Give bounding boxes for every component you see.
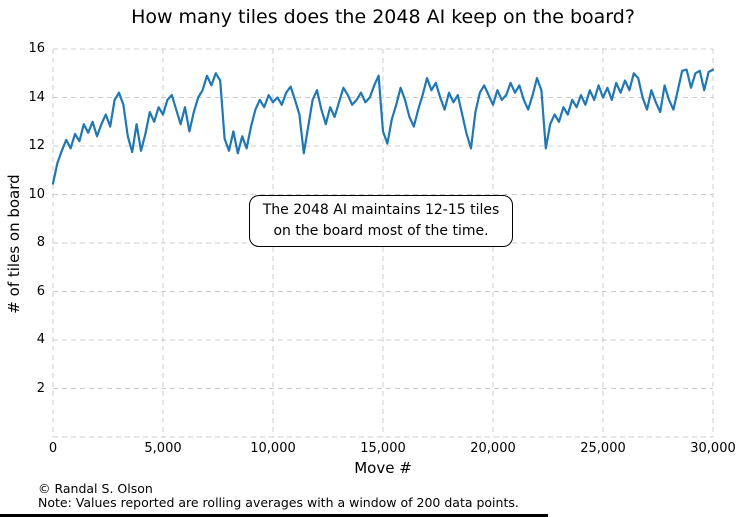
y-tick-label: 10 xyxy=(28,186,45,202)
x-axis-label: Move # xyxy=(354,459,412,477)
tiles-on-board-rolling-average-line xyxy=(51,68,715,185)
annotation-line-2: on the board most of the time. xyxy=(273,223,489,239)
note-text: Note: Values reported are rolling averag… xyxy=(38,495,519,510)
x-tick-label: 0 xyxy=(48,441,58,456)
y-tick-label: 4 xyxy=(36,332,45,347)
x-tick-label: 15,000 xyxy=(360,441,406,456)
x-tick-label: 20,000 xyxy=(470,441,516,456)
annotation-line-1: The 2048 AI maintains 12-15 tiles xyxy=(262,202,500,218)
credit-text: © Randal S. Olson xyxy=(38,481,153,496)
y-tick-label: 8 xyxy=(36,235,45,250)
x-tick-label: 5,000 xyxy=(144,441,182,456)
bottom-edge-bar xyxy=(0,514,548,517)
x-tick-label: 30,000 xyxy=(690,441,736,456)
y-tick-label: 2 xyxy=(36,380,45,396)
y-tick-label: 6 xyxy=(36,283,45,299)
chart-title: How many tiles does the 2048 AI keep on … xyxy=(131,6,635,28)
y-tick-label: 14 xyxy=(28,89,45,105)
x-tick-label: 10,000 xyxy=(250,441,296,456)
x-tick-label: 25,000 xyxy=(580,441,626,456)
y-tick-label: 16 xyxy=(28,41,45,56)
y-tick-label: 12 xyxy=(28,138,45,153)
annotation-box: The 2048 AI maintains 12-15 tiles on the… xyxy=(249,195,513,247)
